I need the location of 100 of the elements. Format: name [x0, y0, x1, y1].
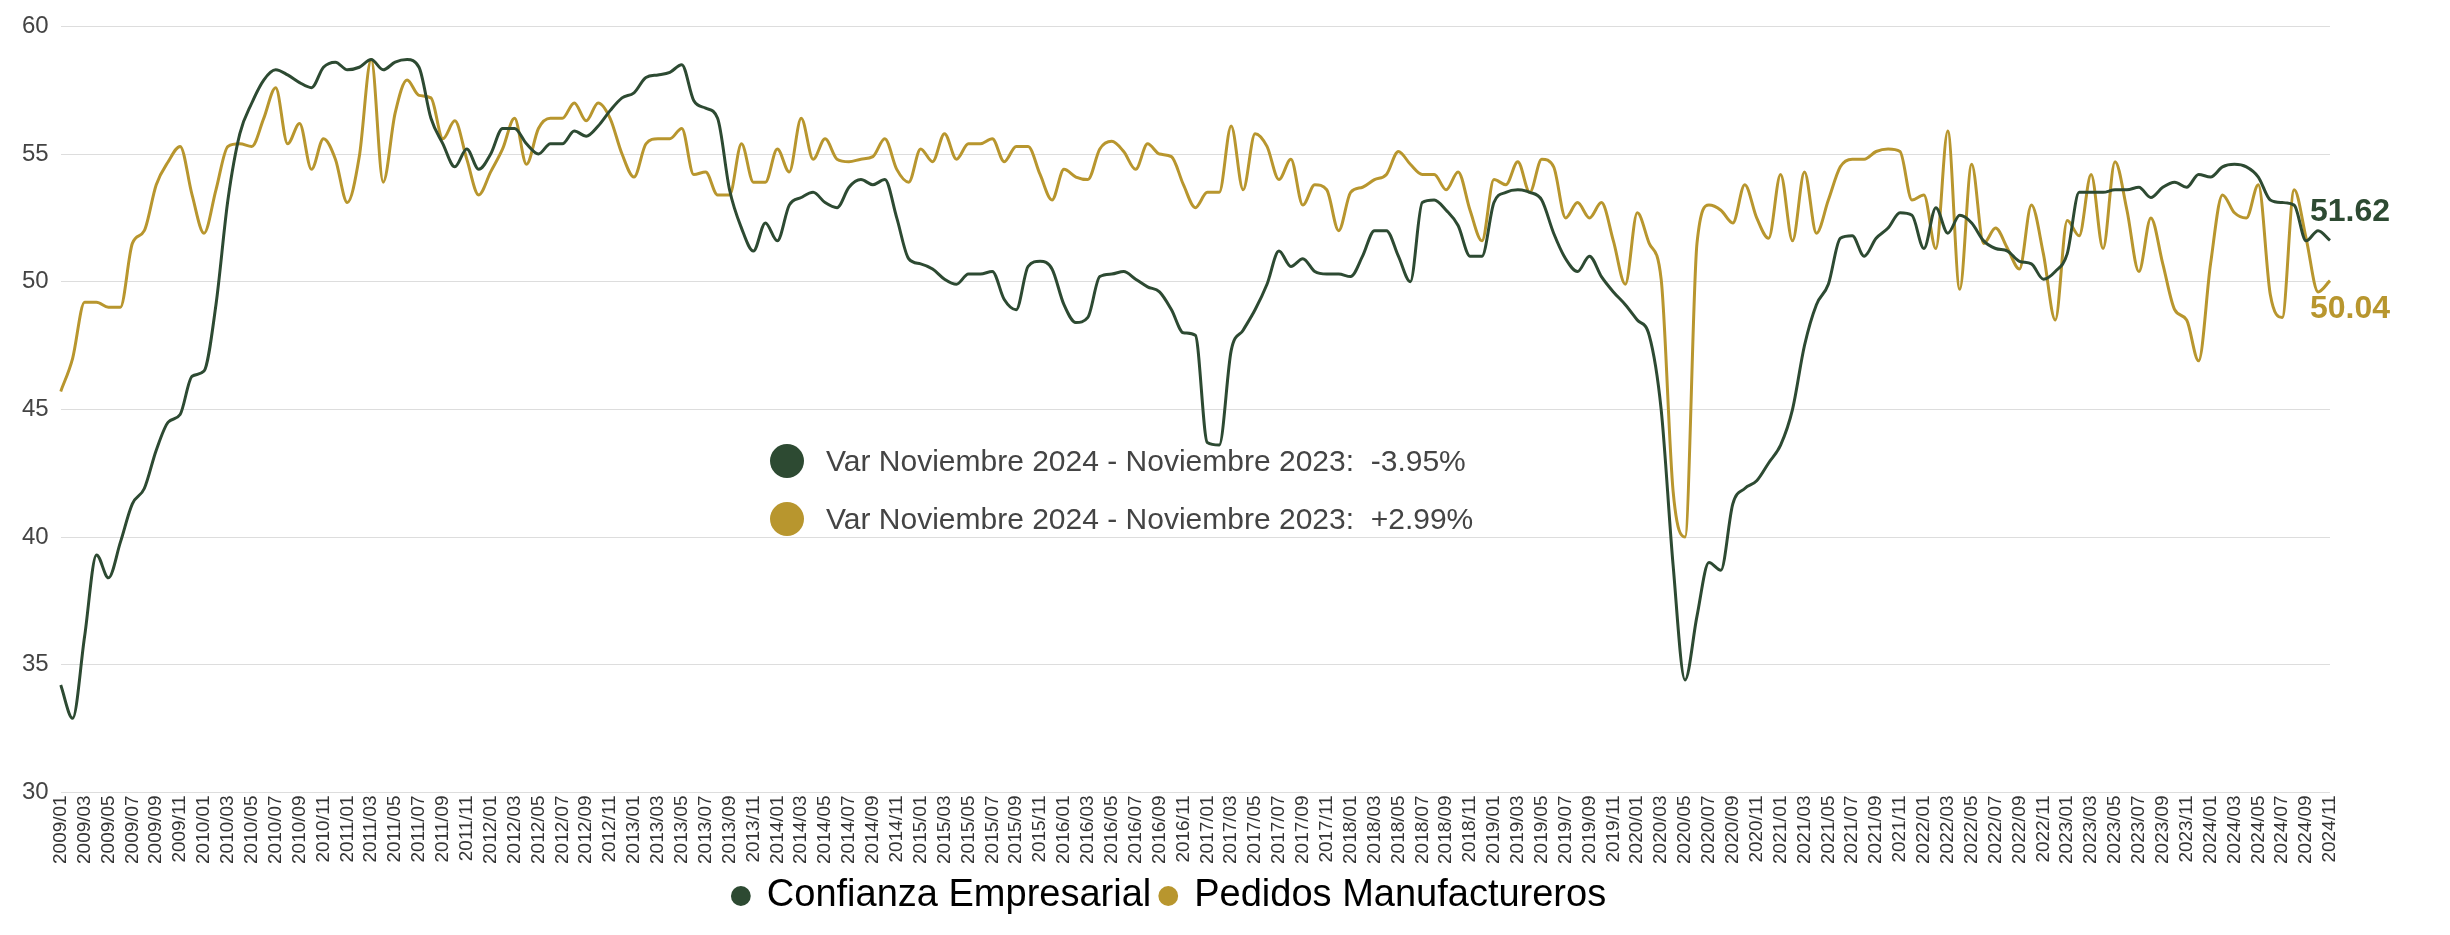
- annotation: Var Noviembre 2024 - Noviembre 2023: -3.95%: [826, 444, 1466, 478]
- x-tick-label: 2014/03: [789, 795, 811, 865]
- x-tick-label: 2022/11: [2031, 795, 2053, 863]
- x-tick-label: 2018/09: [1434, 795, 1456, 865]
- x-tick-label: 2016/01: [1052, 795, 1074, 865]
- x-tick-label: 2018/11: [1458, 795, 1480, 863]
- x-tick-label: 2021/07: [1840, 795, 1862, 865]
- x-tick-label: 2018/07: [1410, 795, 1432, 865]
- x-tick-label: 2024/03: [2222, 795, 2244, 865]
- x-tick-label: 2020/03: [1649, 795, 1671, 865]
- x-tick-label: 2021/01: [1768, 795, 1790, 865]
- x-tick-label: 2015/11: [1028, 795, 1050, 863]
- x-tick-label: 2011/01: [335, 795, 357, 863]
- annotation: Var Noviembre 2024 - Noviembre 2023: +2.99%: [826, 502, 1474, 536]
- x-tick-label: 2009/11: [168, 795, 190, 863]
- x-tick-label: 2011/11: [455, 795, 477, 862]
- x-tick-label: 2020/07: [1697, 795, 1719, 865]
- x-tick-label: 2011/03: [359, 795, 381, 863]
- x-tick-label: 2020/09: [1721, 795, 1743, 865]
- x-tick-label: 2013/01: [622, 795, 644, 865]
- x-tick-label: 2010/01: [192, 795, 214, 865]
- y-tick-label: 35: [21, 649, 49, 677]
- x-tick-label: 2014/01: [765, 795, 787, 865]
- x-tick-label: 2019/09: [1577, 795, 1599, 865]
- x-tick-label: 2010/07: [263, 795, 285, 865]
- x-tick-label: 2022/09: [2007, 795, 2029, 865]
- x-tick-label: 2010/11: [311, 795, 333, 863]
- legend-label: Confianza Empresarial: [766, 872, 1152, 915]
- x-tick-label: 2021/09: [1864, 795, 1886, 865]
- annotation: 51.62: [2310, 192, 2391, 229]
- x-tick-label: 2012/09: [574, 795, 596, 865]
- x-tick-label: 2017/07: [1267, 795, 1289, 865]
- x-tick-label: 2013/11: [741, 795, 763, 863]
- x-tick-label: 2022/07: [1983, 795, 2005, 865]
- x-tick-label: 2010/09: [287, 795, 309, 865]
- x-tick-label: 2016/11: [1171, 795, 1193, 863]
- x-tick-label: 2012/11: [598, 795, 620, 863]
- x-tick-label: 2010/03: [216, 795, 238, 865]
- x-tick-label: 2024/05: [2246, 795, 2268, 865]
- x-tick-label: 2024/01: [2198, 795, 2220, 865]
- x-tick-label: 2009/01: [48, 795, 70, 865]
- x-tick-label: 2011/05: [383, 795, 405, 863]
- x-tick-label: 2015/09: [1004, 795, 1026, 865]
- x-tick-label: 2009/09: [144, 795, 166, 865]
- x-tick-label: 2023/07: [2127, 795, 2149, 865]
- x-tick-label: 2022/03: [1936, 795, 1958, 865]
- x-tick-label: 2023/09: [2151, 795, 2173, 865]
- y-tick-label: 45: [21, 393, 49, 421]
- x-tick-label: 2023/03: [2079, 795, 2101, 865]
- x-tick-label: 2018/03: [1362, 795, 1384, 865]
- x-tick-label: 2019/07: [1553, 795, 1575, 865]
- x-tick-label: 2017/03: [1219, 795, 1241, 865]
- x-tick-label: 2022/05: [1959, 795, 1981, 865]
- x-tick-label: 2014/11: [884, 795, 906, 863]
- x-tick-label: 2011/09: [431, 795, 453, 863]
- x-tick-label: 2009/05: [96, 795, 118, 865]
- y-tick-label: 50: [21, 266, 49, 294]
- x-tick-label: 2020/01: [1625, 795, 1647, 865]
- legend-label: Pedidos Manufactureros: [1194, 872, 1607, 915]
- y-tick-label: 60: [21, 11, 49, 39]
- x-tick-label: 2014/09: [861, 795, 883, 865]
- y-tick-label: 40: [21, 521, 49, 549]
- x-tick-label: 2015/01: [908, 795, 930, 865]
- x-tick-label: 2009/03: [72, 795, 94, 865]
- x-tick-label: 2012/05: [526, 795, 548, 865]
- x-tick-label: 2012/07: [550, 795, 572, 865]
- x-tick-label: 2020/11: [1744, 795, 1766, 863]
- x-tick-label: 2018/01: [1338, 795, 1360, 865]
- x-tick-label: 2012/03: [502, 795, 524, 865]
- x-tick-label: 2018/05: [1386, 795, 1408, 865]
- x-tick-label: 2024/07: [2270, 795, 2292, 865]
- x-tick-label: 2011/07: [407, 795, 429, 863]
- x-tick-label: 2014/05: [813, 795, 835, 865]
- x-tick-label: 2023/01: [2055, 795, 2077, 865]
- x-tick-label: 2019/01: [1482, 795, 1504, 865]
- x-tick-label: 2009/07: [120, 795, 142, 865]
- x-tick-label: 2015/05: [956, 795, 978, 865]
- x-tick-label: 2016/07: [1123, 795, 1145, 865]
- x-tick-label: 2020/05: [1673, 795, 1695, 865]
- annotation: 50.04: [2310, 288, 2391, 325]
- x-tick-label: 2016/03: [1076, 795, 1098, 865]
- x-tick-label: 2013/03: [646, 795, 668, 865]
- x-tick-label: 2013/07: [693, 795, 715, 865]
- x-tick-label: 2017/05: [1243, 795, 1265, 865]
- x-tick-label: 2024/09: [2294, 795, 2316, 865]
- x-tick-label: 2014/07: [837, 795, 859, 865]
- x-tick-label: 2021/05: [1816, 795, 1838, 865]
- y-tick-label: 30: [21, 776, 49, 804]
- x-tick-label: 2024/11: [2318, 795, 2340, 863]
- x-tick-label: 2019/11: [1601, 795, 1623, 863]
- x-tick-label: 2016/09: [1147, 795, 1169, 865]
- x-tick-label: 2017/01: [1195, 795, 1217, 865]
- x-tick-label: 2023/11: [2174, 795, 2196, 863]
- x-tick-label: 2023/05: [2103, 795, 2125, 865]
- x-tick-label: 2017/09: [1291, 795, 1313, 865]
- x-tick-label: 2021/11: [1888, 795, 1910, 863]
- x-tick-label: 2010/05: [240, 795, 262, 865]
- x-tick-label: 2022/01: [1912, 795, 1934, 865]
- x-tick-label: 2017/11: [1314, 795, 1336, 863]
- x-tick-label: 2015/07: [980, 795, 1002, 865]
